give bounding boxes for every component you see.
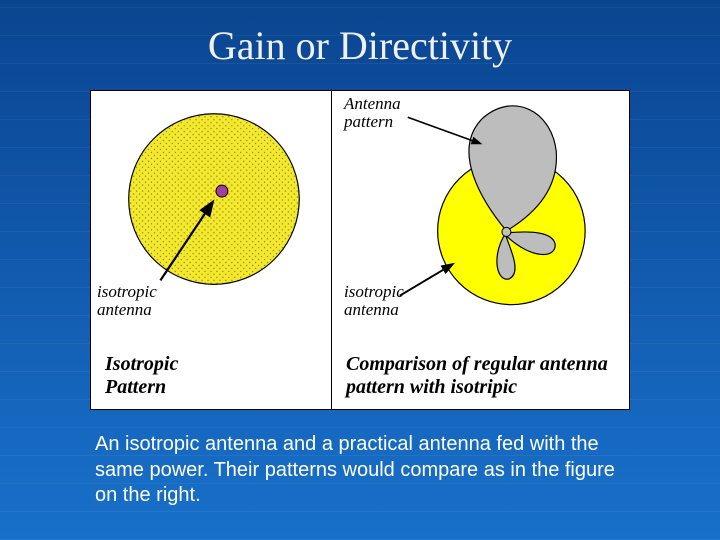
caption-left: IsotropicPattern — [105, 353, 178, 399]
arrow-to-iso-icon — [400, 265, 452, 296]
slide-root: Gain or Directivity — [0, 0, 720, 540]
panel-comparison: Antennapattern isotropicantenna Comparis… — [332, 90, 630, 410]
arrow-to-antenna-icon — [408, 117, 480, 143]
isotropic-label-right: isotropicantenna — [344, 283, 404, 319]
body-text: An isotropic antenna and a practical ant… — [95, 432, 630, 509]
panel-isotropic: isotropicantenna IsotropicPattern — [90, 90, 332, 410]
caption-right: Comparison of regular antenna pattern wi… — [346, 353, 619, 399]
slide-title: Gain or Directivity — [0, 22, 720, 69]
center-dot-icon — [216, 185, 228, 197]
isotropic-label-left: isotropicantenna — [97, 283, 157, 319]
feed-dot-icon — [502, 227, 511, 236]
isotropic-circle — [129, 114, 300, 285]
antenna-pattern-label: Antennapattern — [344, 95, 401, 131]
figure-frame: isotropicantenna IsotropicPattern — [90, 90, 630, 410]
